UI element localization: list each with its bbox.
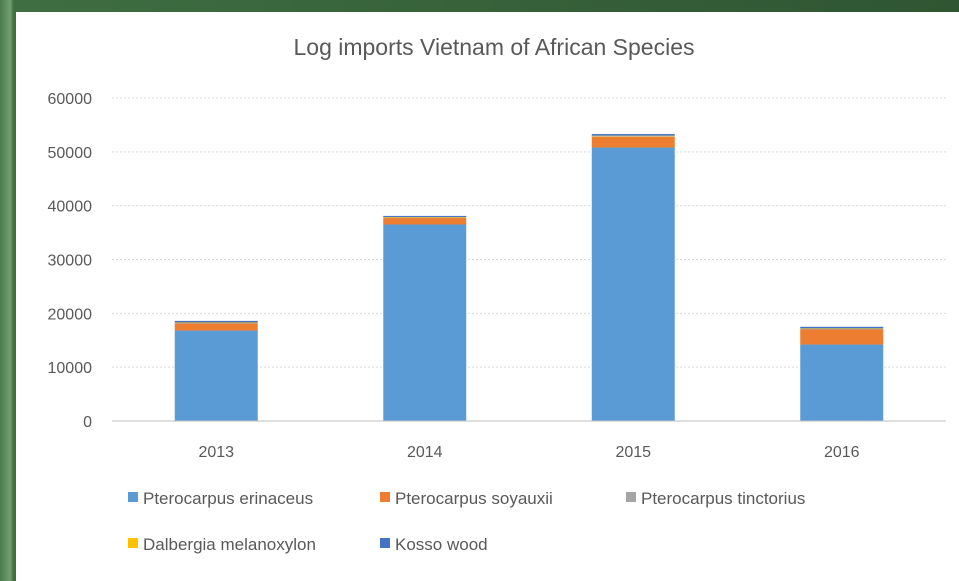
legend-swatch [128, 538, 138, 548]
bar-segment [800, 329, 884, 345]
legend-item: Dalbergia melanoxylon [128, 535, 316, 554]
legend-label: Dalbergia melanoxylon [143, 535, 316, 554]
legend-label: Pterocarpus soyauxii [395, 489, 553, 508]
bar-segment [383, 215, 467, 217]
bar-segment [383, 218, 467, 225]
bar-segment [800, 328, 884, 330]
bar-segment [591, 147, 675, 421]
legend-item: Pterocarpus erinaceus [128, 489, 313, 508]
y-tick-label: 20000 [48, 306, 93, 323]
x-tick-label: 2014 [407, 444, 443, 461]
y-tick-label: 0 [83, 414, 92, 431]
y-tick-label: 60000 [48, 91, 93, 108]
bar-segment [800, 344, 884, 421]
gridlines [112, 97, 946, 368]
legend-label: Kosso wood [395, 535, 488, 554]
chart-panel [16, 12, 959, 581]
bar-segment [591, 135, 675, 137]
legend: Pterocarpus erinaceus Pterocarpus soyauxi… [128, 489, 805, 554]
y-tick-label: 40000 [48, 199, 93, 216]
y-tick-label: 50000 [48, 145, 93, 162]
bar-segment [800, 328, 884, 329]
legend-item: Kosso wood [380, 535, 488, 554]
x-tick-label: 2016 [824, 444, 860, 461]
bar-segment [174, 322, 258, 324]
x-tick-label: 2015 [615, 444, 651, 461]
legend-label: Pterocarpus tinctorius [641, 489, 805, 508]
bar-segment [591, 136, 675, 148]
bar-segment [591, 136, 675, 137]
bar-segment [383, 217, 467, 219]
bar-segment [174, 330, 258, 421]
bar-segment [591, 134, 675, 136]
legend-label: Pterocarpus erinaceus [143, 489, 313, 508]
bars [174, 134, 884, 421]
y-tick-label: 30000 [48, 253, 93, 270]
bar-segment [174, 320, 258, 323]
legend-swatch [626, 492, 636, 502]
x-tick-label: 2013 [198, 444, 234, 461]
y-tick-label: 10000 [48, 360, 93, 377]
legend-item: Pterocarpus tinctorius [626, 489, 805, 508]
bar-segment [174, 323, 258, 324]
bar-segment [383, 224, 467, 421]
axes: 0 10000 20000 30000 40000 50000 60000 2013 2014 2… [48, 91, 946, 461]
legend-swatch [380, 538, 390, 548]
bar-segment [800, 326, 884, 329]
legend-item: Pterocarpus soyauxii [380, 489, 553, 508]
legend-swatch [380, 492, 390, 502]
bar-segment [383, 216, 467, 218]
bar-segment [174, 323, 258, 331]
chart-title: Log imports Vietnam of African Species [293, 34, 694, 60]
legend-swatch [128, 492, 138, 502]
